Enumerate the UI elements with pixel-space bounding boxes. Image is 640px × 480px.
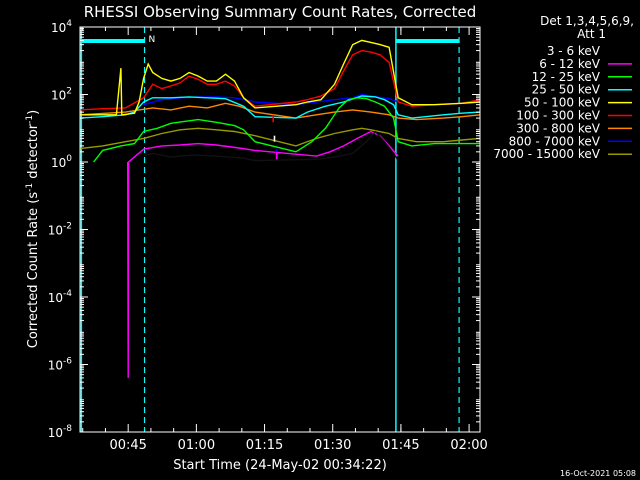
legend-label-6: 300 - 800 keV [516, 121, 600, 135]
series-line-1 [127, 130, 399, 378]
series-line-4 [80, 39, 481, 116]
series-line-3 [79, 95, 481, 119]
y-axis-ticks: 104 102 100 10-2 10-4 10-6 10-8 [48, 19, 480, 440]
legend-header-2: Att 1 [577, 27, 606, 41]
x-tick-label-1: 01:00 [178, 438, 215, 453]
y-axis-label-mid: detector [26, 123, 41, 183]
x-axis-label: Start Time (24-May-02 00:34:22) [173, 458, 387, 473]
x-tick-label-2: 01:15 [246, 438, 283, 453]
series-line-0 [143, 130, 399, 162]
y-tick-label-4: 10-4 [48, 289, 73, 305]
legend-label-5: 100 - 300 keV [516, 109, 600, 123]
plot-frame [79, 26, 481, 433]
y-tick-label-6: 10-8 [48, 424, 73, 440]
legend-label-3: 25 - 50 keV [532, 83, 601, 97]
legend-label-2: 12 - 25 keV [532, 70, 601, 84]
y-tick-label-2: 100 [51, 154, 72, 170]
chart-title: RHESSI Observing Summary Count Rates, Co… [84, 3, 477, 21]
series-line-5 [79, 49, 481, 111]
x-tick-label-5: 02:00 [450, 438, 487, 453]
legend-header-1: Det 1,3,4,5,6,9, [540, 14, 634, 28]
legend-label-1: 6 - 12 keV [539, 57, 601, 71]
y-axis-label-sup1: -1 [25, 183, 35, 192]
plot-area: N [80, 27, 460, 432]
legend-label-4: 50 - 100 keV [524, 96, 601, 110]
y-axis-label: Corrected Count Rate (s-1 detector-1) [25, 110, 41, 348]
series-line-8 [79, 127, 481, 150]
legend-label-7: 800 - 7000 keV [509, 134, 601, 148]
x-tick-label-3: 01:30 [314, 438, 351, 453]
y-tick-label-3: 10-2 [48, 222, 72, 238]
y-axis-label-end: ) [26, 110, 41, 115]
legend-label-8: 7000 - 15000 keV [493, 147, 600, 161]
legend-label-0: 3 - 6 keV [547, 44, 601, 58]
y-axis-label-sup2: -1 [25, 115, 35, 124]
x-axis-ticks: 00:45 01:00 01:15 01:30 01:45 02:00 [82, 27, 488, 453]
series-line-2 [93, 97, 480, 163]
y-tick-label-0: 104 [51, 19, 72, 35]
night-flag-label: N [149, 35, 156, 45]
x-tick-label-4: 01:45 [382, 438, 419, 453]
y-tick-label-1: 102 [51, 87, 72, 103]
footer-timestamp: 16-Oct-2021 05:08 [560, 469, 636, 478]
y-tick-label-5: 10-6 [48, 357, 73, 373]
series-layer [79, 39, 481, 378]
x-tick-label-0: 00:45 [109, 438, 146, 453]
y-axis-label-main: Corrected Count Rate (s [26, 192, 41, 349]
